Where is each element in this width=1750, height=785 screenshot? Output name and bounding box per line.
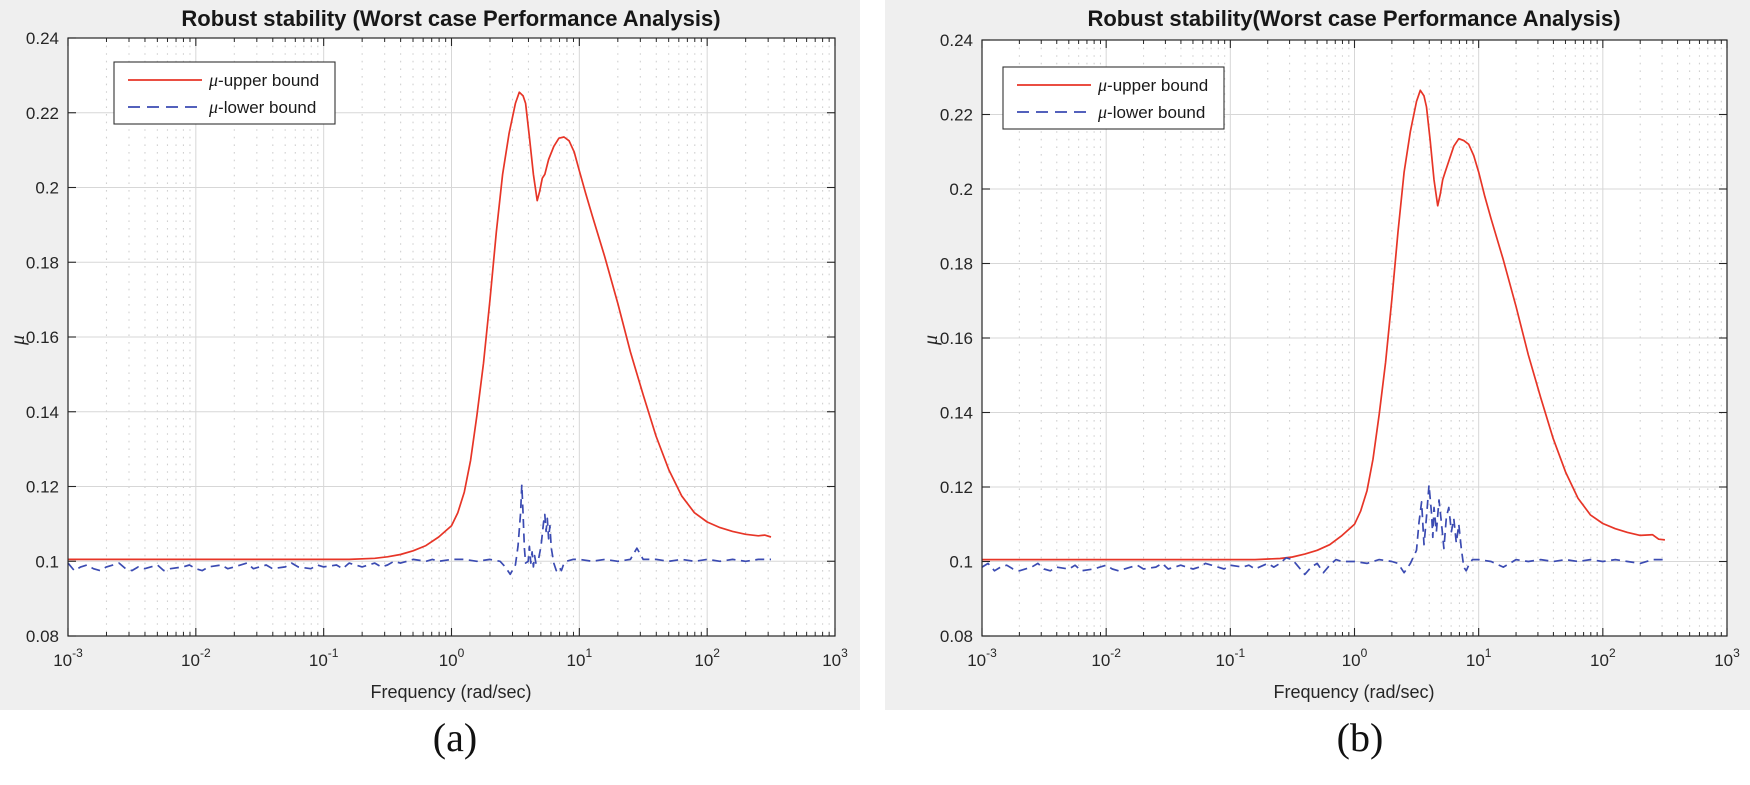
- x-tick-label: 102: [1590, 646, 1616, 670]
- x-tick-label: 10-1: [309, 646, 339, 670]
- x-tick-label: 10-3: [967, 646, 997, 670]
- caption-b: (b): [1336, 715, 1384, 760]
- chart-plot-a: 10-3 10-2 10-1 100 101 102 103 0.08 0.1 0.12 0.14 0…: [26, 29, 848, 670]
- y-tick-label: 0.18: [940, 255, 973, 274]
- caption-a: (a): [432, 715, 478, 760]
- legend-label: μ-upper bound: [208, 70, 319, 90]
- y-tick-label: 0.14: [940, 404, 973, 423]
- x-tick-label: 103: [822, 646, 848, 670]
- mu-upper-bound-line: [982, 89, 1665, 561]
- x-tick-label: 101: [1466, 646, 1492, 670]
- y-tick-label: 0.1: [949, 553, 973, 572]
- y-axis-label: μ: [920, 335, 942, 346]
- mu-lower-bound-line: [981, 484, 1665, 576]
- y-tick-label: 0.2: [949, 180, 973, 199]
- chart-svg-b: 10-3 10-2 10-1 100 101 102 103 0.08 0.1 0.12 0.14 0…: [920, 6, 1740, 702]
- mu-lower-bound-line: [67, 483, 771, 576]
- x-tick-label: 10-1: [1216, 646, 1246, 670]
- x-tick-label: 103: [1714, 646, 1740, 670]
- y-axis-label: μ: [7, 335, 29, 346]
- y-tick-label: 0.2: [35, 179, 59, 198]
- y-tick-label: 0.22: [26, 104, 59, 123]
- legend-box: [113, 61, 336, 125]
- x-tick-label: 10-2: [181, 646, 211, 670]
- chart-title: Robust stability (Worst case Performance…: [181, 6, 720, 31]
- chart-title: Robust stability(Worst case Performance …: [1087, 6, 1620, 31]
- x-axis-label: Frequency (rad/sec): [370, 682, 531, 702]
- y-tick-label: 0.08: [26, 627, 59, 646]
- x-tick-label: 10-3: [53, 646, 83, 670]
- x-tick-label: 10-2: [1091, 646, 1121, 670]
- y-tick-label: 0.24: [26, 29, 59, 48]
- figure-panel-a: 10-3 10-2 10-1 100 101 102 103 0.08 0.1 0.12 0.14 0…: [0, 0, 860, 710]
- legend-label: μ-lower bound: [208, 97, 316, 117]
- chart-svg-a: 10-3 10-2 10-1 100 101 102 103 0.08 0.1 0.12 0.14 0…: [7, 6, 848, 702]
- legend-label: μ-upper bound: [1097, 75, 1208, 95]
- y-tick-label: 0.24: [940, 31, 973, 50]
- legend-box: [1002, 66, 1225, 130]
- x-tick-label: 100: [439, 646, 465, 670]
- y-tick-label: 0.08: [940, 627, 973, 646]
- chart-plot-b: 10-3 10-2 10-1 100 101 102 103 0.08 0.1 0.12 0.14 0…: [940, 31, 1740, 670]
- x-tick-label: 102: [694, 646, 720, 670]
- x-axis-label: Frequency (rad/sec): [1273, 682, 1434, 702]
- x-tick-label: 100: [1342, 646, 1368, 670]
- figure-panel-b: 10-3 10-2 10-1 100 101 102 103 0.08 0.1 0.12 0.14 0…: [885, 0, 1750, 710]
- y-tick-label: 0.1: [35, 552, 59, 571]
- y-tick-label: 0.18: [26, 253, 59, 272]
- y-tick-label: 0.22: [940, 106, 973, 125]
- y-tick-label: 0.16: [26, 328, 59, 347]
- mu-upper-bound-line: [68, 91, 772, 561]
- y-tick-label: 0.12: [940, 478, 973, 497]
- y-tick-label: 0.16: [940, 329, 973, 348]
- y-tick-label: 0.14: [26, 403, 59, 422]
- legend-label: μ-lower bound: [1097, 102, 1205, 122]
- x-tick-label: 101: [567, 646, 593, 670]
- y-tick-label: 0.12: [26, 478, 59, 497]
